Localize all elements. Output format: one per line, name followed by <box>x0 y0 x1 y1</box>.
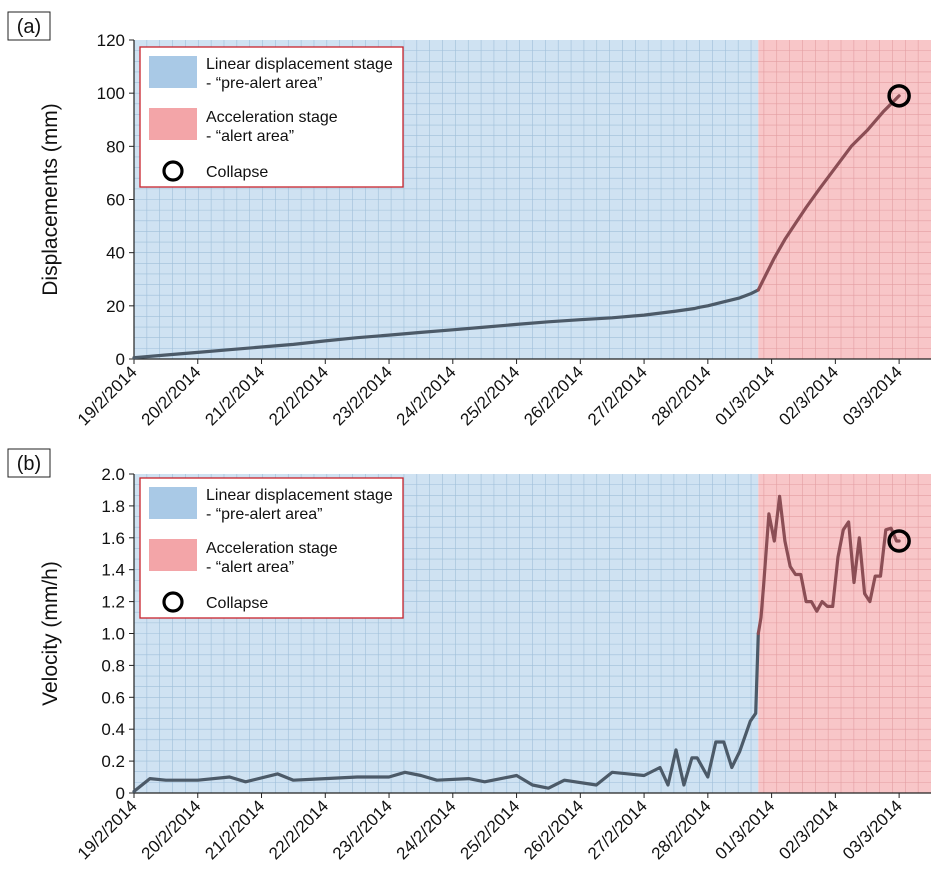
x-tick-label: 20/2/2014 <box>138 796 205 863</box>
x-tick-label: 03/3/2014 <box>839 796 906 863</box>
x-tick-label: 02/3/2014 <box>775 796 842 863</box>
x-tick-label: 01/3/2014 <box>712 796 779 863</box>
x-tick-label: 20/2/2014 <box>138 362 205 429</box>
x-tick-label: 19/2/2014 <box>74 796 141 863</box>
legend: Linear displacement stage - “pre-alert ar… <box>139 46 404 188</box>
legend-swatch-pre-alert <box>149 56 197 88</box>
x-tick-label: 26/2/2014 <box>520 796 587 863</box>
y-tick-label: 0.8 <box>101 656 125 675</box>
y-tick-label: 1.8 <box>101 497 125 516</box>
legend-sublabel: - “alert area” <box>206 559 294 576</box>
series-line-pre-alert <box>132 288 760 360</box>
panel-label: (a) <box>17 16 41 38</box>
legend-label: Collapse <box>206 595 268 612</box>
y-tick-label: 0 <box>116 784 125 803</box>
panel-label-box <box>7 448 51 478</box>
series-line-alert <box>756 94 901 292</box>
y-tick-label: 1.2 <box>101 593 125 612</box>
legend-swatch-alert <box>149 539 197 571</box>
legend-sublabel: - “pre-alert area” <box>206 75 322 92</box>
y-tick-label: 80 <box>106 137 125 156</box>
y-tick-label: 1.4 <box>101 561 125 580</box>
panel-label: (b) <box>17 453 41 475</box>
y-axis-label: Velocity (mm/h) <box>39 561 62 706</box>
legend-sublabel: - “alert area” <box>206 128 294 145</box>
x-tick-label: 19/2/2014 <box>74 362 141 429</box>
x-tick-label: 01/3/2014 <box>712 362 779 429</box>
y-tick-label: 20 <box>106 297 125 316</box>
y-tick-label: 0.4 <box>101 720 125 739</box>
y-tick-label: 0.6 <box>101 688 125 707</box>
x-tick-label: 22/2/2014 <box>265 362 332 429</box>
x-tick-label: 23/2/2014 <box>329 796 396 863</box>
y-tick-label: 1.6 <box>101 529 125 548</box>
legend-sublabel: - “pre-alert area” <box>206 506 322 523</box>
series-line-alert <box>756 494 901 636</box>
x-tick-label: 21/2/2014 <box>201 796 268 863</box>
legend: Linear displacement stage - “pre-alert ar… <box>139 477 404 619</box>
chart-panel-a: 0 20 40 60 80 100 120 19/2/201420/2/201421/2/20… <box>7 11 931 429</box>
x-tick-label: 02/3/2014 <box>775 362 842 429</box>
x-tick-label: 25/2/2014 <box>456 796 523 863</box>
legend-collapse-icon <box>162 591 184 613</box>
x-tick-label: 22/2/2014 <box>265 796 332 863</box>
y-tick-label: 40 <box>106 244 125 263</box>
collapse-marker <box>887 84 911 108</box>
collapse-marker <box>887 529 911 553</box>
x-tick-label: 26/2/2014 <box>520 362 587 429</box>
y-tick-label: 100 <box>97 84 125 103</box>
x-tick-label: 24/2/2014 <box>393 796 460 863</box>
y-tick-label: 60 <box>106 191 125 210</box>
legend-collapse-icon <box>162 160 184 182</box>
x-tick-label: 28/2/2014 <box>648 362 715 429</box>
x-tick-label: 24/2/2014 <box>393 362 460 429</box>
x-tick-label: 27/2/2014 <box>584 362 651 429</box>
legend-swatch-alert <box>149 108 197 140</box>
legend-label: Linear displacement stage <box>206 487 393 504</box>
legend-label: Acceleration stage <box>206 109 338 126</box>
x-tick-label: 03/3/2014 <box>839 362 906 429</box>
x-tick-label: 27/2/2014 <box>584 796 651 863</box>
y-axis-label: Displacements (mm) <box>39 103 62 296</box>
y-tick-label: 0 <box>116 350 125 369</box>
x-tick-label: 23/2/2014 <box>329 362 396 429</box>
x-tick-label: 28/2/2014 <box>648 796 715 863</box>
y-tick-label: 0.2 <box>101 752 125 771</box>
y-tick-label: 2.0 <box>101 465 125 484</box>
legend-label: Acceleration stage <box>206 540 338 557</box>
panel-label-box <box>7 11 51 41</box>
legend-label: Linear displacement stage <box>206 56 393 73</box>
x-tick-label: 25/2/2014 <box>456 362 523 429</box>
legend-label: Collapse <box>206 164 268 181</box>
y-tick-label: 1.0 <box>101 625 125 644</box>
x-tick-label: 21/2/2014 <box>201 362 268 429</box>
series-line-pre-alert <box>132 631 760 794</box>
chart-panel-b: 0 0.2 0.4 0.6 0.8 1.0 1.2 1.4 1.6 1.8 2.0 19/2/2014… <box>7 448 931 863</box>
legend-swatch-pre-alert <box>149 487 197 519</box>
y-tick-label: 120 <box>97 31 125 50</box>
